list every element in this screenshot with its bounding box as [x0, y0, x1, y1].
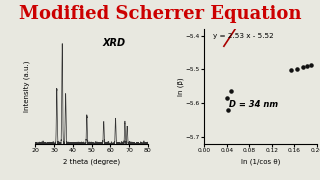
Point [308, 64, 314, 66]
Point [225, 109, 230, 112]
Point [294, 67, 300, 70]
Text: y = 2.53 x - 5.52: y = 2.53 x - 5.52 [213, 33, 274, 39]
X-axis label: 2 theta (degree): 2 theta (degree) [63, 159, 120, 165]
X-axis label: ln (1/cos θ): ln (1/cos θ) [241, 159, 280, 165]
Point [289, 69, 294, 72]
Text: XRD: XRD [103, 38, 126, 48]
Point [228, 90, 234, 93]
Point [305, 65, 310, 68]
Y-axis label: Intensity (a.u.): Intensity (a.u.) [23, 61, 30, 112]
Point [300, 66, 305, 69]
Text: D = 34 nm: D = 34 nm [229, 100, 278, 109]
Point [224, 97, 229, 100]
Text: Modified Scherrer Equation: Modified Scherrer Equation [19, 5, 301, 23]
Y-axis label: ln (β): ln (β) [178, 77, 184, 96]
